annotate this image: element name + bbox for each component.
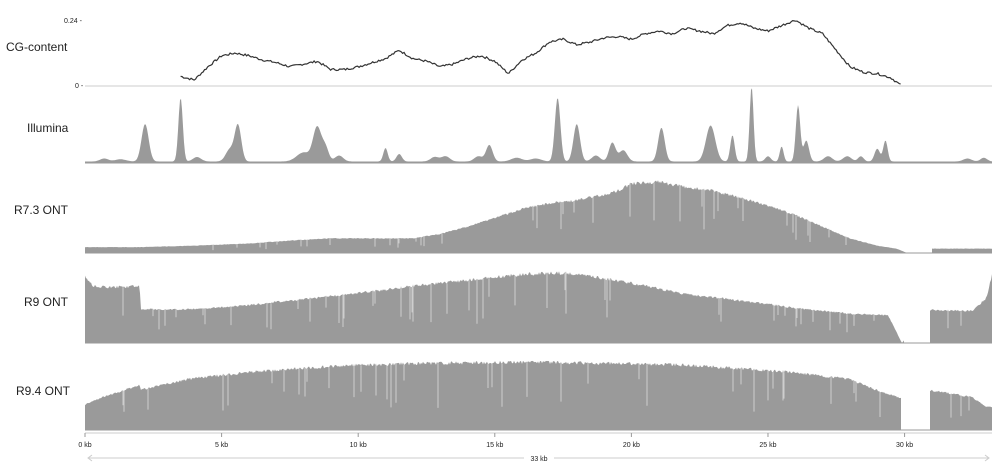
coverage-area [85,180,992,253]
track-label-r94-ont: R9.4 ONT [16,384,71,398]
cg-ytick-zero: 0 - [75,83,84,90]
track-illumina [85,88,992,164]
coverage-area [85,360,992,430]
x-tick-label: 5 kb [215,442,228,449]
track-r9-ont [85,271,992,344]
x-tick-label: 25 kb [759,442,776,449]
x-ticks: 0 kb 5 kb 10 kb 15 kb 20 kb 25 kb 30 kb [78,433,913,449]
track-labels: CG-content Illumina R7.3 ONT R9 ONT R9.4… [6,18,84,398]
x-tick-label: 20 kb [623,442,640,449]
cg-ytick-max: 0.24 - [64,18,83,25]
x-tick-label: 30 kb [896,442,913,449]
illumina-coverage-area [85,88,992,163]
span-label: 33 kb [530,456,547,463]
x-tick-label: 0 kb [78,442,91,449]
track-plots [85,19,992,431]
track-label-r9-ont: R9 ONT [24,295,69,309]
span-label-background [524,453,554,463]
x-axis: 0 kb 5 kb 10 kb 15 kb 20 kb 25 kb 30 kb 33 kb [78,432,992,463]
track-r7-3-ont [85,180,992,254]
track-cg-content [85,19,992,87]
track-label-cg-content: CG-content [6,40,68,54]
cg-content-line [180,19,901,85]
track-label-illumina: Illumina [27,121,69,135]
coverage-area [85,271,992,343]
track-label-r73-ont: R7.3 ONT [14,203,69,217]
track-r9-4-ont [85,360,992,431]
x-tick-label: 10 kb [350,442,367,449]
span-left-arrow [87,454,93,462]
span-right-arrow [984,454,990,462]
x-tick-label: 15 kb [486,442,503,449]
